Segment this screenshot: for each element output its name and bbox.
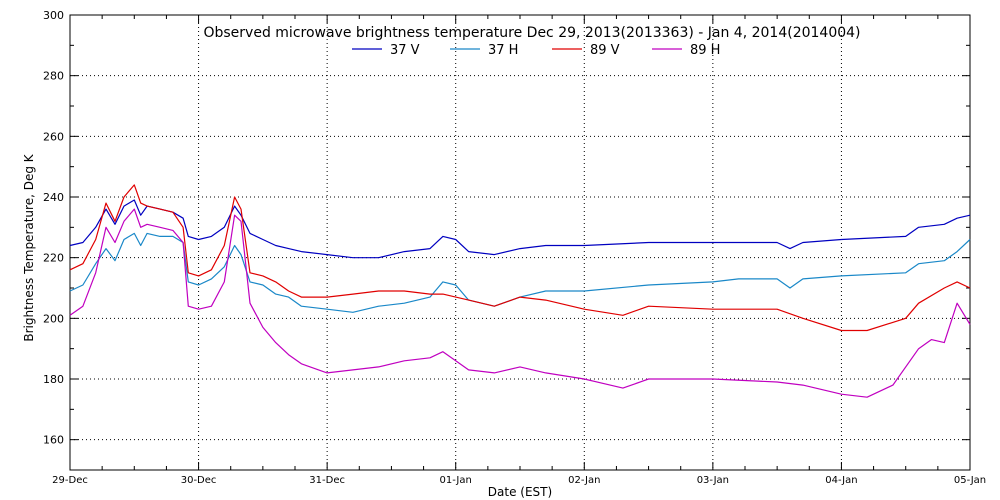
series-line-89-h [69,208,971,398]
x-tick-label: 05-Jan [954,475,986,486]
y-tick-label: 180 [43,373,64,386]
x-tick-label: 04-Jan [825,475,857,486]
legend-label: 89 V [590,43,620,58]
y-tick-label: 220 [43,252,64,265]
y-tick-label: 300 [43,9,64,22]
y-axis-label: Brightness Temperature, Deg K [22,153,36,341]
x-axis-label: Date (EST) [488,485,552,499]
legend: 37 V 37 H 89 V 89 H [352,43,720,58]
y-tick-label: 280 [43,70,64,83]
y-tick-label: 260 [43,130,64,143]
legend-label: 37 V [390,43,420,58]
legend-label: 89 H [690,43,720,58]
series-line-89-v [69,184,971,332]
plot-frame [69,14,971,471]
series-layer [69,184,971,398]
legend-label: 37 H [488,43,518,58]
x-tick-label: 30-Dec [181,475,217,486]
series-line-37-h [69,232,971,313]
y-tick-label: 240 [43,191,64,204]
x-tick-label: 31-Dec [309,475,345,486]
chart-title: Observed microwave brightness temperatur… [203,25,860,41]
y-tick-label: 160 [43,434,64,447]
x-tick-label: 29-Dec [52,475,88,486]
x-tick-label: 03-Jan [697,475,729,486]
x-tick-label: 01-Jan [440,475,472,486]
x-tick-label: 02-Jan [568,475,600,486]
y-tick-label: 200 [43,312,64,325]
series-line-37-v [69,199,971,259]
ticks: 160 180 200 220 240 260 280 300 29-Dec 30-Dec 31-D… [43,9,986,486]
grid [70,15,970,470]
